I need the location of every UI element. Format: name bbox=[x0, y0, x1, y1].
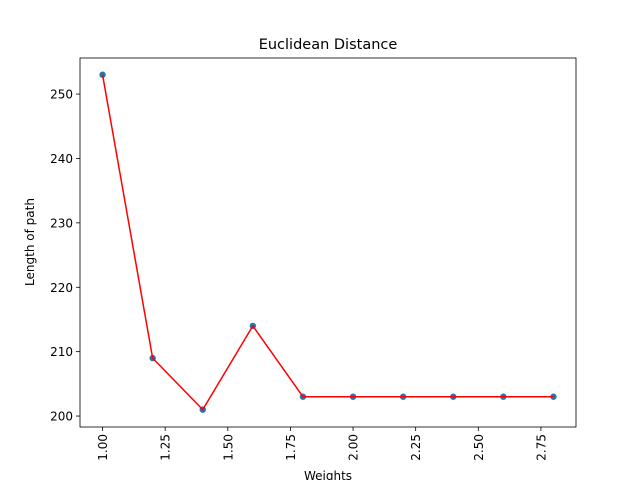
data-point bbox=[550, 393, 557, 400]
x-tick-label: 1.25 bbox=[159, 434, 173, 461]
x-tick-label: 1.50 bbox=[221, 434, 235, 461]
axis-ticks: 200 210 220 230 240 250 1.00 1.25 1.50 1.75 2.00 2.… bbox=[50, 88, 548, 461]
plot-area bbox=[79, 57, 577, 428]
x-tick-label: 2.00 bbox=[347, 434, 361, 461]
data-series bbox=[99, 71, 557, 413]
y-tick-label: 210 bbox=[50, 345, 73, 359]
series-line bbox=[101, 74, 554, 411]
x-tick-label: 2.25 bbox=[409, 434, 423, 461]
y-tick-label: 200 bbox=[50, 410, 73, 424]
y-tick-label: 240 bbox=[50, 152, 73, 166]
x-tick-label: 1.00 bbox=[96, 434, 110, 461]
chart-title: Euclidean Distance bbox=[259, 37, 398, 53]
y-tick-label: 230 bbox=[50, 216, 73, 230]
x-tick-label: 2.75 bbox=[534, 434, 548, 461]
y-tick-label: 220 bbox=[50, 281, 73, 295]
y-axis-label: Length of path bbox=[23, 198, 37, 286]
y-tick-label: 250 bbox=[50, 88, 73, 102]
x-tick-label: 1.75 bbox=[284, 434, 298, 461]
x-axis-label: Weights bbox=[304, 469, 352, 480]
x-tick-label: 2.50 bbox=[472, 434, 486, 461]
